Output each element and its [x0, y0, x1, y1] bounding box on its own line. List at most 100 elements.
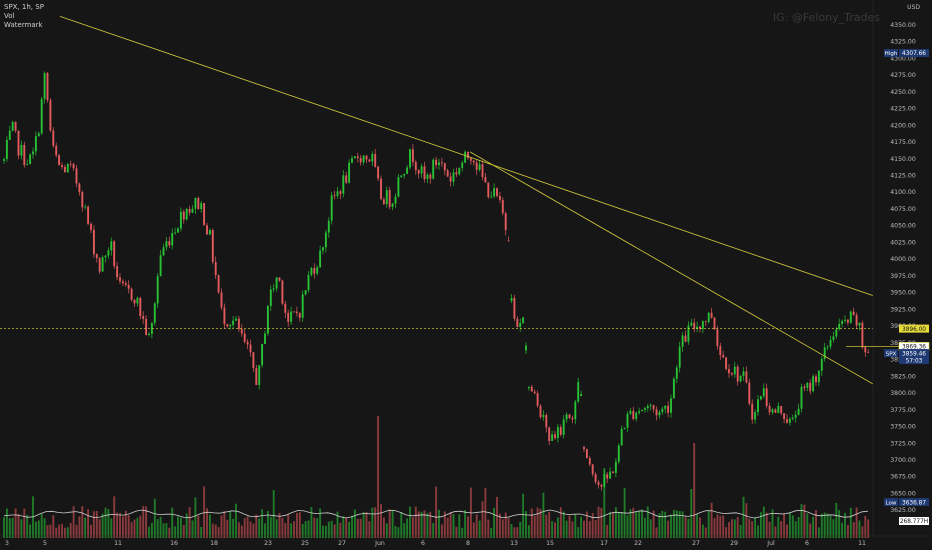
candle-body [55, 145, 58, 156]
volume-bar [40, 513, 43, 538]
volume-bar [701, 524, 704, 538]
volume-bar [745, 503, 748, 538]
volume-bar [487, 519, 490, 538]
volume-bar [849, 507, 852, 538]
volume-bar [113, 496, 116, 538]
volume-bar [104, 507, 107, 538]
volume-bar [107, 509, 110, 538]
volume-bar [177, 516, 179, 538]
volume-bar [806, 513, 809, 538]
candle-body [617, 445, 620, 462]
candle-body [562, 419, 565, 435]
spx-value: 3859.46 [902, 351, 926, 357]
volume-bar [533, 515, 536, 538]
volume-bar [43, 518, 46, 538]
volume-bar [664, 511, 667, 538]
volume-bar [617, 512, 620, 538]
volume-bar [365, 511, 368, 538]
candle-body [507, 240, 510, 242]
time-tick-label: 5 [43, 540, 47, 547]
volume-bar [133, 519, 136, 538]
volume-bar [817, 527, 820, 538]
chart-legend: SPX, 1h, SP Vol Watermark [4, 3, 44, 30]
candle-body [330, 195, 333, 221]
candle-body [278, 277, 281, 281]
candle-body [5, 139, 8, 160]
time-tick-label: 17 [600, 540, 608, 547]
candle-body [739, 376, 742, 382]
candle-body [504, 213, 507, 231]
currency-label[interactable]: USD [907, 4, 920, 11]
price-tick-label: 3950.00 [890, 290, 916, 297]
low-label-value: 3636.87 [902, 500, 926, 506]
candle-body [603, 474, 606, 487]
candle-body [464, 151, 467, 163]
volume-bar [722, 515, 725, 538]
volume-bar [403, 523, 406, 538]
candle-body [275, 277, 278, 289]
price-tick-label: 4100.00 [890, 189, 916, 196]
volume-bar [339, 522, 342, 538]
candle-body [377, 166, 380, 179]
candle-body [426, 174, 429, 180]
candle-body [646, 405, 649, 409]
volume-bar [377, 416, 380, 538]
watermark-text: IG: @Felony_Trades [772, 11, 880, 24]
volume-bar [214, 524, 217, 538]
volume-bar [388, 509, 391, 538]
volume-bar [580, 516, 583, 538]
candle-body [43, 73, 46, 99]
volume-bar [583, 520, 585, 538]
volume-bar [643, 517, 646, 538]
volume-bar [72, 506, 75, 538]
symbol-title[interactable]: SPX, 1h, SP [4, 3, 44, 11]
candle-body [527, 386, 530, 389]
candle-body [310, 267, 313, 275]
volume-bar [835, 502, 838, 538]
candle-body [365, 155, 368, 160]
candle-body [26, 164, 29, 165]
candle-body [58, 155, 61, 166]
watermark-indicator-label[interactable]: Watermark [4, 21, 43, 29]
volume-bar [739, 524, 742, 538]
volume-bar [788, 512, 791, 538]
volume-bar [3, 517, 5, 538]
candle-body [92, 229, 95, 255]
candle-body [269, 289, 272, 307]
price-tick-label: 3675.00 [890, 474, 916, 481]
volume-bar [217, 527, 220, 538]
candle-body [182, 211, 185, 220]
candle-body [342, 175, 345, 194]
volume-bar [574, 514, 577, 538]
volume-bar [188, 507, 191, 538]
volume-bar [78, 516, 81, 538]
volume-bar [446, 517, 449, 538]
candle-body [510, 298, 513, 301]
candle-body [852, 311, 855, 315]
candle-body [72, 163, 75, 169]
candle-body [345, 175, 348, 183]
volume-bar [223, 510, 226, 538]
candle-body [153, 303, 156, 323]
candle-body [394, 196, 397, 204]
volume-bar [629, 509, 632, 538]
volume-bar [69, 522, 72, 538]
candle-body [762, 388, 765, 397]
volume-bar [429, 511, 432, 538]
volume-bar [319, 508, 322, 538]
price-tick-label: 4275.00 [890, 72, 916, 79]
trendline [59, 15, 932, 317]
volume-bar [855, 507, 858, 538]
level-label-bg [899, 324, 929, 333]
volume-bar [710, 502, 713, 538]
volume-bar [748, 518, 751, 538]
candle-body [237, 318, 240, 330]
volume-indicator-label[interactable]: Vol [4, 12, 15, 20]
volume-bar [568, 515, 571, 538]
volume-bar [26, 514, 29, 538]
candle-body [159, 255, 162, 277]
price-tick-label: 4350.00 [890, 22, 916, 29]
candle-body [687, 325, 690, 342]
candle-body [171, 233, 174, 246]
